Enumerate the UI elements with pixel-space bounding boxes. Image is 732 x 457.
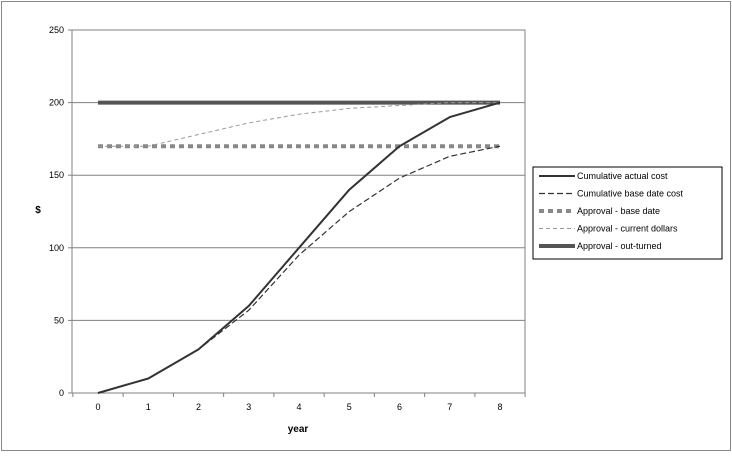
x-tick-label-0: 0 [95,402,100,412]
x-tick-label-4: 4 [296,402,301,412]
plot-area [71,29,526,394]
y-axis-title: $ [35,205,41,216]
x-tick-label-7: 7 [447,402,452,412]
series-line-approval-current-dollars [98,102,500,147]
x-tick-label-5: 5 [347,402,352,412]
legend-label-cumulative-base-date-cost: Cumulative base date cost [577,189,684,199]
x-tick-label-3: 3 [246,402,251,412]
y-tick-label-100: 100 [49,243,64,253]
series-line-cumulative-actual-cost [97,101,501,394]
x-axis-title: year [288,424,309,435]
series-group [97,100,501,394]
legend-label-approval-current-dollars: Approval - current dollars [577,224,678,234]
legend: Cumulative actual cost Cumulative base da… [532,166,723,260]
x-axis: 0 1 2 3 4 5 6 7 8 [72,393,526,412]
x-tick-label-1: 1 [146,402,151,412]
series-line-cumulative-base-date-cost [97,145,501,394]
y-tick-label-0: 0 [59,388,64,398]
y-tick-label-150: 150 [49,170,64,180]
y-tick-label-200: 200 [49,98,64,108]
legend-label-approval-out-turned: Approval - out-turned [577,241,662,251]
x-tick-label-2: 2 [196,402,201,412]
y-tick-label-50: 50 [54,315,64,325]
legend-label-cumulative-actual-cost: Cumulative actual cost [577,171,668,181]
x-tick-label-6: 6 [397,402,402,412]
y-tick-label-250: 250 [49,25,64,35]
y-axis: 0 50 100 150 200 250 [49,25,72,398]
legend-label-approval-base-date: Approval - base date [577,206,660,216]
x-tick-label-8: 8 [497,402,502,412]
legend-box [532,166,723,260]
